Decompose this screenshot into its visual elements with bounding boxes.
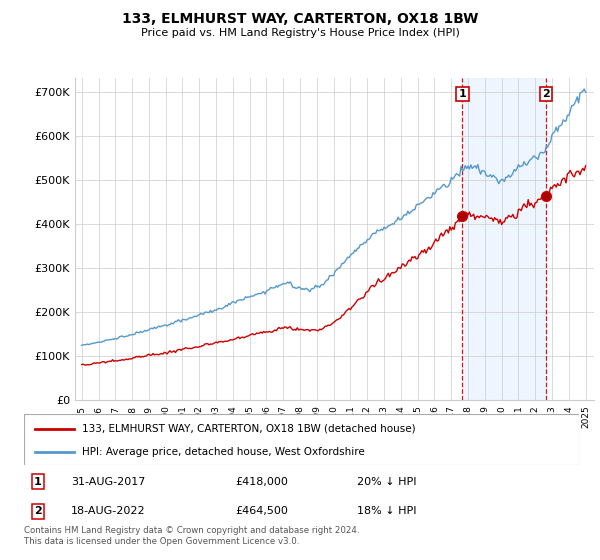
Text: 2: 2 [542, 89, 550, 99]
Text: £464,500: £464,500 [235, 506, 288, 516]
Text: 133, ELMHURST WAY, CARTERTON, OX18 1BW (detached house): 133, ELMHURST WAY, CARTERTON, OX18 1BW (… [82, 423, 416, 433]
FancyBboxPatch shape [24, 414, 579, 465]
Text: 20% ↓ HPI: 20% ↓ HPI [357, 477, 416, 487]
Text: 1: 1 [34, 477, 42, 487]
Text: HPI: Average price, detached house, West Oxfordshire: HPI: Average price, detached house, West… [82, 447, 365, 457]
Text: £418,000: £418,000 [235, 477, 288, 487]
Bar [463, 78, 546, 400]
Text: Price paid vs. HM Land Registry's House Price Index (HPI): Price paid vs. HM Land Registry's House … [140, 28, 460, 38]
Text: 2: 2 [34, 506, 42, 516]
Text: 18% ↓ HPI: 18% ↓ HPI [357, 506, 416, 516]
Text: 1: 1 [458, 89, 466, 99]
Text: 133, ELMHURST WAY, CARTERTON, OX18 1BW: 133, ELMHURST WAY, CARTERTON, OX18 1BW [122, 12, 478, 26]
Text: Contains HM Land Registry data © Crown copyright and database right 2024.
This d: Contains HM Land Registry data © Crown c… [24, 526, 359, 546]
Text: 31-AUG-2017: 31-AUG-2017 [71, 477, 146, 487]
Text: 18-AUG-2022: 18-AUG-2022 [71, 506, 146, 516]
